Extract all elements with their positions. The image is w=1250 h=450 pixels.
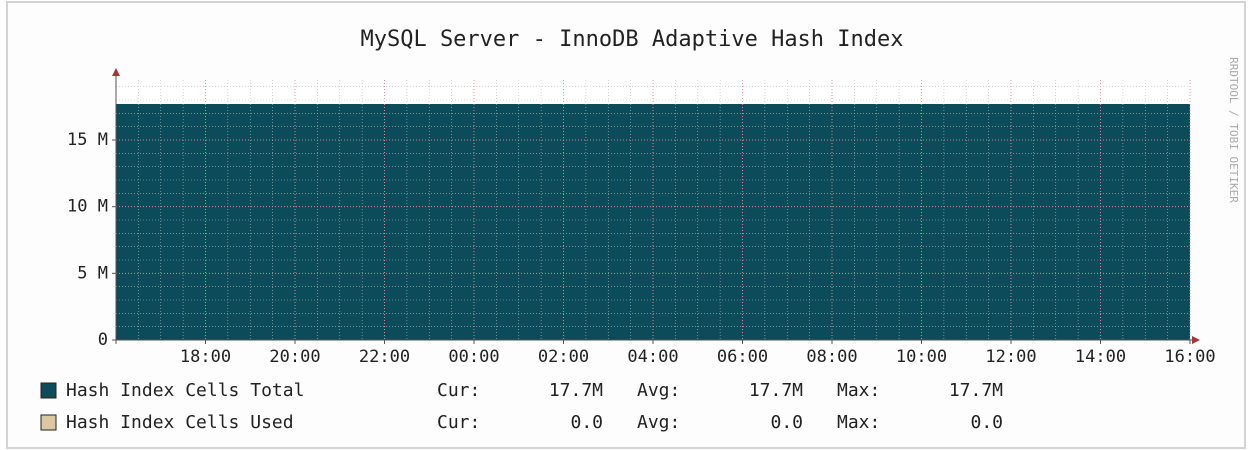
x-tick-label: 08:00 (806, 347, 857, 367)
y-tick-label: 10 M (67, 197, 108, 217)
x-tick-label: 04:00 (627, 347, 678, 367)
legend-stat-label: Avg: (637, 412, 680, 433)
legend-stat-value: 17.7M (949, 380, 1003, 401)
legend-stat-label: Max: (837, 412, 880, 433)
legend-stat-label: Cur: (437, 380, 480, 401)
x-tick-label: 10:00 (896, 347, 947, 367)
y-tick-label: 0 (98, 330, 108, 350)
legend-stat-label: Max: (837, 380, 880, 401)
legend-stat-value: 17.7M (749, 380, 803, 401)
legend-label: Hash Index Cells Used (66, 412, 294, 433)
legend-swatch (40, 414, 57, 431)
watermark: RRDTOOL / TOBI OETIKER (1227, 57, 1240, 203)
y-axis-arrow (112, 68, 120, 76)
legend-stat-value: 0.0 (770, 412, 803, 433)
x-tick-label: 00:00 (448, 347, 499, 367)
x-tick-label: 12:00 (985, 347, 1036, 367)
x-tick-label: 06:00 (717, 347, 768, 367)
x-axis-arrow (1192, 336, 1200, 344)
x-tick-label: 18:00 (180, 347, 231, 367)
y-tick-label: 5 M (77, 263, 108, 283)
x-tick-label: 14:00 (1075, 347, 1126, 367)
chart-title: MySQL Server - InnoDB Adaptive Hash Inde… (360, 27, 903, 52)
legend-swatch (40, 382, 57, 399)
legend-stat-value: 0.0 (570, 412, 603, 433)
x-tick-label: 02:00 (538, 347, 589, 367)
legend-label: Hash Index Cells Total (66, 380, 304, 401)
x-tick-label: 20:00 (269, 347, 320, 367)
legend-stat-value: 0.0 (970, 412, 1003, 433)
x-tick-label: 16:00 (1164, 347, 1215, 367)
y-tick-label: 15 M (67, 130, 108, 150)
x-tick-label: 22:00 (359, 347, 410, 367)
legend-stat-label: Avg: (637, 380, 680, 401)
legend-stat-value: 17.7M (549, 380, 603, 401)
legend-stat-label: Cur: (437, 412, 480, 433)
